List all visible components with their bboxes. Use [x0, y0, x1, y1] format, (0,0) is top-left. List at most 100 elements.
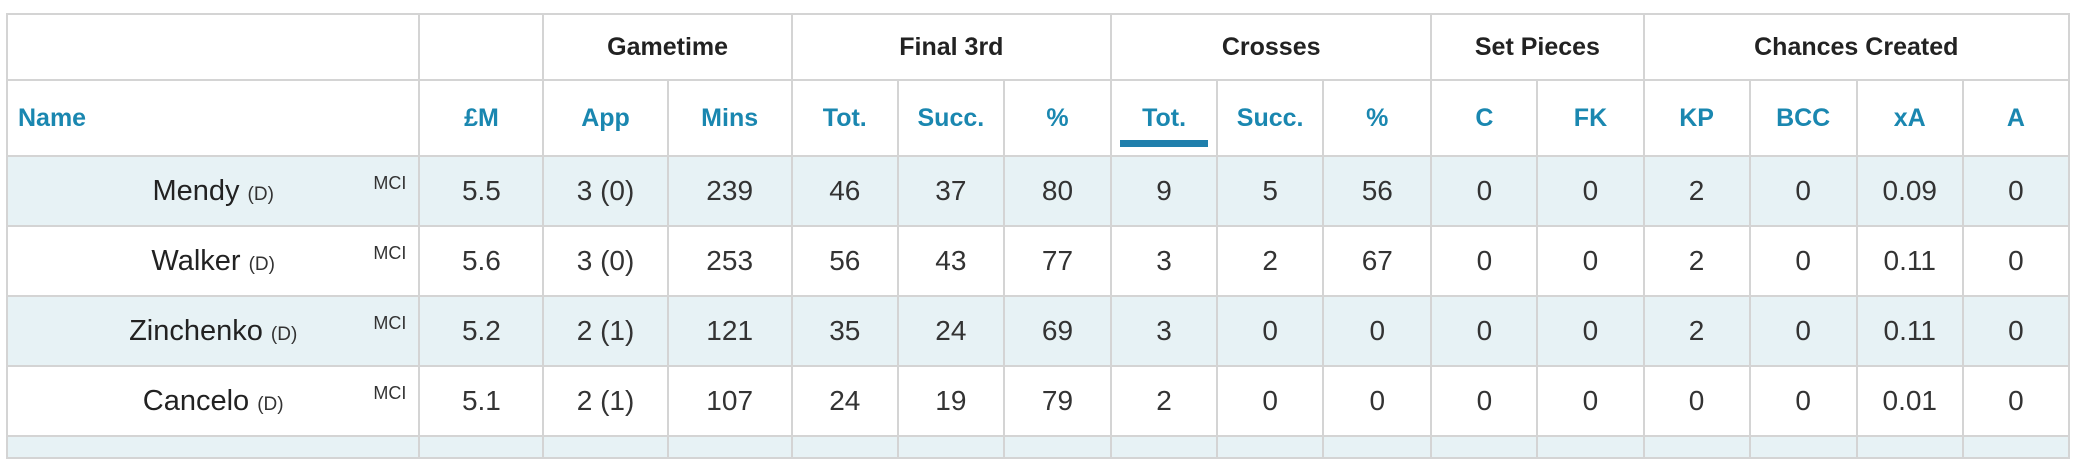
cell-app: 2 (1)	[542, 295, 669, 367]
cell-mins: 253	[666, 225, 793, 297]
cell-price: 5.2	[418, 295, 545, 367]
player-name[interactable]: Zinchenko	[129, 314, 263, 347]
cell-empty	[1002, 435, 1113, 459]
cell-expected-assists: 0.09	[1855, 155, 1964, 227]
cell-final3rd-pct: 80	[1002, 155, 1113, 227]
cell-empty	[896, 435, 1005, 459]
cell-empty	[5, 435, 421, 459]
cell-crosses-tot: 2	[1110, 365, 1219, 437]
player-team: MCI	[373, 313, 407, 333]
column-header-corners[interactable]: C	[1430, 79, 1539, 157]
cell-empty	[1748, 435, 1858, 459]
cell-empty	[418, 435, 545, 459]
cell-price: 5.5	[418, 155, 545, 227]
cell-big-chances-created: 0	[1748, 155, 1858, 227]
column-header-mins[interactable]: Mins	[666, 79, 793, 157]
cell-empty	[1536, 435, 1645, 459]
column-header-key-passes[interactable]: KP	[1642, 79, 1751, 157]
player-team: MCI	[373, 383, 407, 403]
column-header-expected-assists[interactable]: xA	[1855, 79, 1964, 157]
cell-expected-assists: 0.11	[1855, 295, 1964, 367]
cell-empty	[1322, 435, 1433, 459]
cell-key-passes: 2	[1642, 295, 1751, 367]
cell-empty	[1961, 435, 2071, 459]
table-row: Walker (D) MCI 5.6 3 (0) 253 56 43 77 3 2…	[5, 225, 2071, 297]
cell-free-kicks: 0	[1536, 225, 1645, 297]
cell-assists: 0	[1961, 295, 2071, 367]
cell-key-passes: 0	[1642, 365, 1751, 437]
cell-mins: 121	[666, 295, 793, 367]
cell-crosses-pct: 0	[1322, 295, 1433, 367]
cell-final3rd-succ: 37	[896, 155, 1005, 227]
column-header-app[interactable]: App	[542, 79, 669, 157]
cell-mins: 107	[666, 365, 793, 437]
cell-price: 5.6	[418, 225, 545, 297]
group-header-row: Gametime Final 3rd Crosses Set Pieces Ch…	[5, 13, 2071, 81]
column-header-price[interactable]: £M	[418, 79, 545, 157]
cell-assists: 0	[1961, 155, 2071, 227]
cell-mins: 239	[666, 155, 793, 227]
column-header-row: Name £M App Mins Tot. Succ. % Tot. Succ.…	[5, 79, 2071, 157]
cell-price: 5.1	[418, 365, 545, 437]
cell-corners: 0	[1430, 295, 1539, 367]
group-chances-created: Chances Created	[1642, 13, 2071, 81]
player-name-cell: Walker (D) MCI	[5, 225, 421, 297]
cell-app: 3 (0)	[542, 155, 669, 227]
cell-crosses-pct: 67	[1322, 225, 1433, 297]
cell-final3rd-pct: 79	[1002, 365, 1113, 437]
cell-corners: 0	[1430, 225, 1539, 297]
column-header-crosses-succ[interactable]: Succ.	[1216, 79, 1325, 157]
cell-crosses-pct: 56	[1322, 155, 1433, 227]
cell-final3rd-tot: 35	[790, 295, 899, 367]
column-header-free-kicks[interactable]: FK	[1536, 79, 1645, 157]
player-position: (D)	[270, 323, 298, 345]
cell-app: 2 (1)	[542, 365, 669, 437]
cell-crosses-succ: 0	[1216, 365, 1325, 437]
player-name-cell: Cancelo (D) MCI	[5, 365, 421, 437]
column-header-final3rd-pct[interactable]: %	[1002, 79, 1113, 157]
player-name[interactable]: Mendy	[152, 174, 240, 207]
column-header-final3rd-tot[interactable]: Tot.	[790, 79, 899, 157]
player-position: (D)	[248, 253, 275, 275]
cell-big-chances-created: 0	[1748, 365, 1858, 437]
cell-final3rd-pct: 77	[1002, 225, 1113, 297]
table-row: Cancelo (D) MCI 5.1 2 (1) 107 24 19 79 2 …	[5, 365, 2071, 437]
cell-crosses-tot: 3	[1110, 295, 1219, 367]
cell-free-kicks: 0	[1536, 295, 1645, 367]
table-row: Mendy (D) MCI 5.5 3 (0) 239 46 37 80 9 5 …	[5, 155, 2071, 227]
cell-final3rd-pct: 69	[1002, 295, 1113, 367]
column-header-crosses-pct[interactable]: %	[1322, 79, 1433, 157]
group-gametime: Gametime	[542, 13, 793, 81]
player-team: MCI	[373, 173, 407, 193]
table-row: Zinchenko (D) MCI 5.2 2 (1) 121 35 24 69 …	[5, 295, 2071, 367]
cell-crosses-succ: 2	[1216, 225, 1325, 297]
player-name[interactable]: Cancelo	[142, 384, 250, 417]
cell-final3rd-tot: 56	[790, 225, 899, 297]
cell-empty	[542, 435, 669, 459]
cell-final3rd-tot: 46	[790, 155, 899, 227]
cell-empty	[1216, 435, 1325, 459]
player-name[interactable]: Walker	[151, 244, 241, 277]
group-header-empty	[5, 13, 421, 81]
player-stats-table: Gametime Final 3rd Crosses Set Pieces Ch…	[5, 13, 2071, 459]
cell-app: 3 (0)	[542, 225, 669, 297]
cell-free-kicks: 0	[1536, 155, 1645, 227]
cell-empty	[790, 435, 899, 459]
cell-assists: 0	[1961, 365, 2071, 437]
column-header-assists[interactable]: A	[1961, 79, 2071, 157]
player-name-cell: Mendy (D) MCI	[5, 155, 421, 227]
column-header-final3rd-succ[interactable]: Succ.	[896, 79, 1005, 157]
cell-crosses-succ: 5	[1216, 155, 1325, 227]
cell-empty	[1642, 435, 1751, 459]
cell-free-kicks: 0	[1536, 365, 1645, 437]
column-header-name[interactable]: Name	[5, 79, 421, 157]
group-crosses: Crosses	[1110, 13, 1433, 81]
cell-key-passes: 2	[1642, 225, 1751, 297]
player-position: (D)	[257, 393, 284, 415]
group-final-3rd: Final 3rd	[790, 13, 1113, 81]
column-header-big-chances-created[interactable]: BCC	[1748, 79, 1858, 157]
cell-final3rd-succ: 19	[896, 365, 1005, 437]
column-header-crosses-tot[interactable]: Tot.	[1110, 79, 1219, 157]
cell-empty	[1430, 435, 1539, 459]
cell-final3rd-succ: 24	[896, 295, 1005, 367]
